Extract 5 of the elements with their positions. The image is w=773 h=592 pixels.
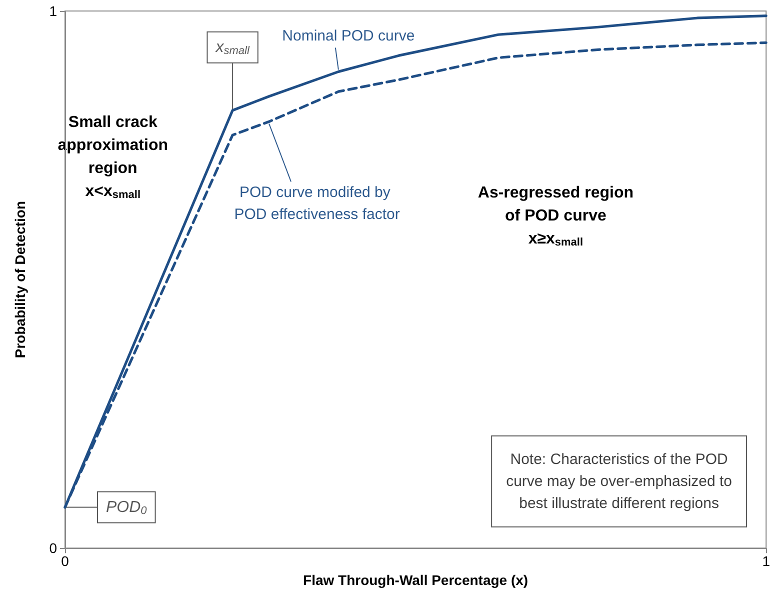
annotation: Note: Characteristics of the POD curve may be over-emphasized to best illustrate different regions <box>506 450 732 512</box>
x-axis-title: Flaw Through-Wall Percentage (x) <box>303 572 528 588</box>
y-axis-title: Probability of Detection <box>12 200 28 358</box>
series-label: POD curve modifed by POD effectiveness factor <box>234 184 400 224</box>
series-label: Nominal POD curve <box>282 28 415 45</box>
